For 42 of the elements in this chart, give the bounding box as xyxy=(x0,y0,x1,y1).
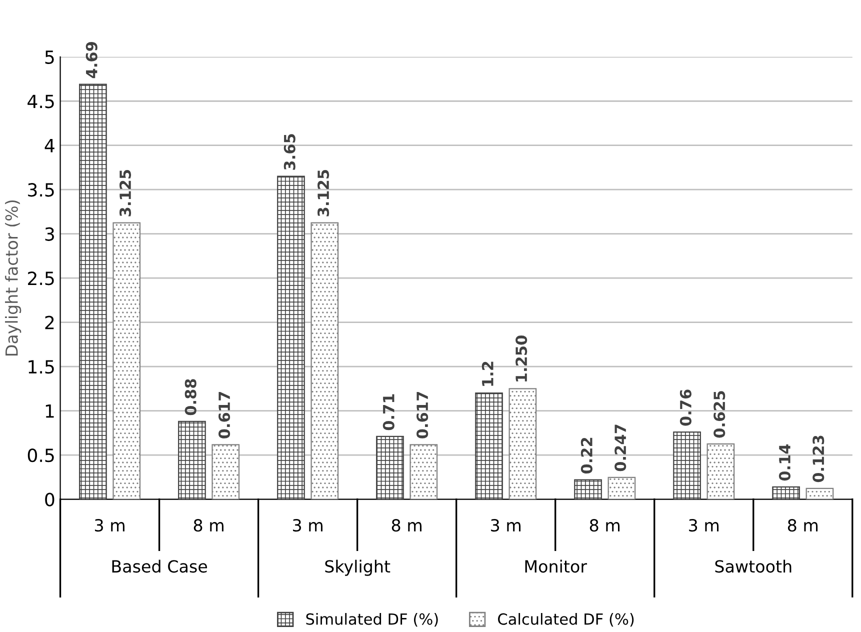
y-tick-label: 4 xyxy=(44,139,54,152)
data-label: 0.88 xyxy=(184,379,196,416)
data-label: 3.125 xyxy=(119,170,132,216)
x-tick-label: 3 m xyxy=(491,519,520,532)
data-label: 0.71 xyxy=(382,394,394,430)
text: Monitor xyxy=(525,560,588,573)
y-axis-title: Daylight factor (%) xyxy=(5,200,22,356)
y-tick-label: 2.5 xyxy=(28,272,54,286)
data-label: 0.617 xyxy=(416,392,428,438)
y-tick-label: 5 xyxy=(45,50,54,64)
x-tick-label: 3 m xyxy=(689,519,719,532)
y-tick-label: 1.5 xyxy=(28,360,54,374)
data-label: 1.250 xyxy=(516,336,528,382)
data-label: 0.247 xyxy=(614,424,626,472)
data-label: 3.125 xyxy=(318,170,330,216)
y-tick-label: 1 xyxy=(46,404,54,418)
data-label: 3.65 xyxy=(284,134,296,170)
data-label: 0.76 xyxy=(680,390,692,426)
y-tick-label: 3 xyxy=(45,227,54,241)
data-label: 0.14 xyxy=(778,444,790,481)
data-label: 0.22 xyxy=(580,438,592,474)
y-tick-label: 2 xyxy=(45,316,54,330)
y-tick-label: 3.5 xyxy=(28,183,54,197)
y-tick-label: 4.5 xyxy=(28,94,54,108)
text: Skylight xyxy=(325,560,390,576)
y-tick-label: 0 xyxy=(45,492,54,506)
data-label: 0.617 xyxy=(218,392,230,438)
data-label: 0.625 xyxy=(714,391,726,438)
data-label: 0.123 xyxy=(812,436,824,482)
x-tick-label: 3 m xyxy=(293,519,322,532)
text: Based Case xyxy=(112,560,208,573)
x-tick-label: 8 m xyxy=(590,519,620,532)
x-tick-label: 8 m xyxy=(194,519,224,532)
x-tick-label: 8 m xyxy=(788,519,818,532)
legend-label: Calculated DF (%) xyxy=(498,613,634,627)
x-tick-label: 8 m xyxy=(392,519,422,532)
data-label: 4.69 xyxy=(86,42,98,78)
legend-label: Simulated DF (%) xyxy=(306,613,438,627)
x-tick-label: 3 m xyxy=(94,519,124,532)
y-tick-label: 0.5 xyxy=(28,448,54,462)
data-label: 1.2 xyxy=(482,362,494,386)
text: Sawtooth xyxy=(715,560,792,573)
